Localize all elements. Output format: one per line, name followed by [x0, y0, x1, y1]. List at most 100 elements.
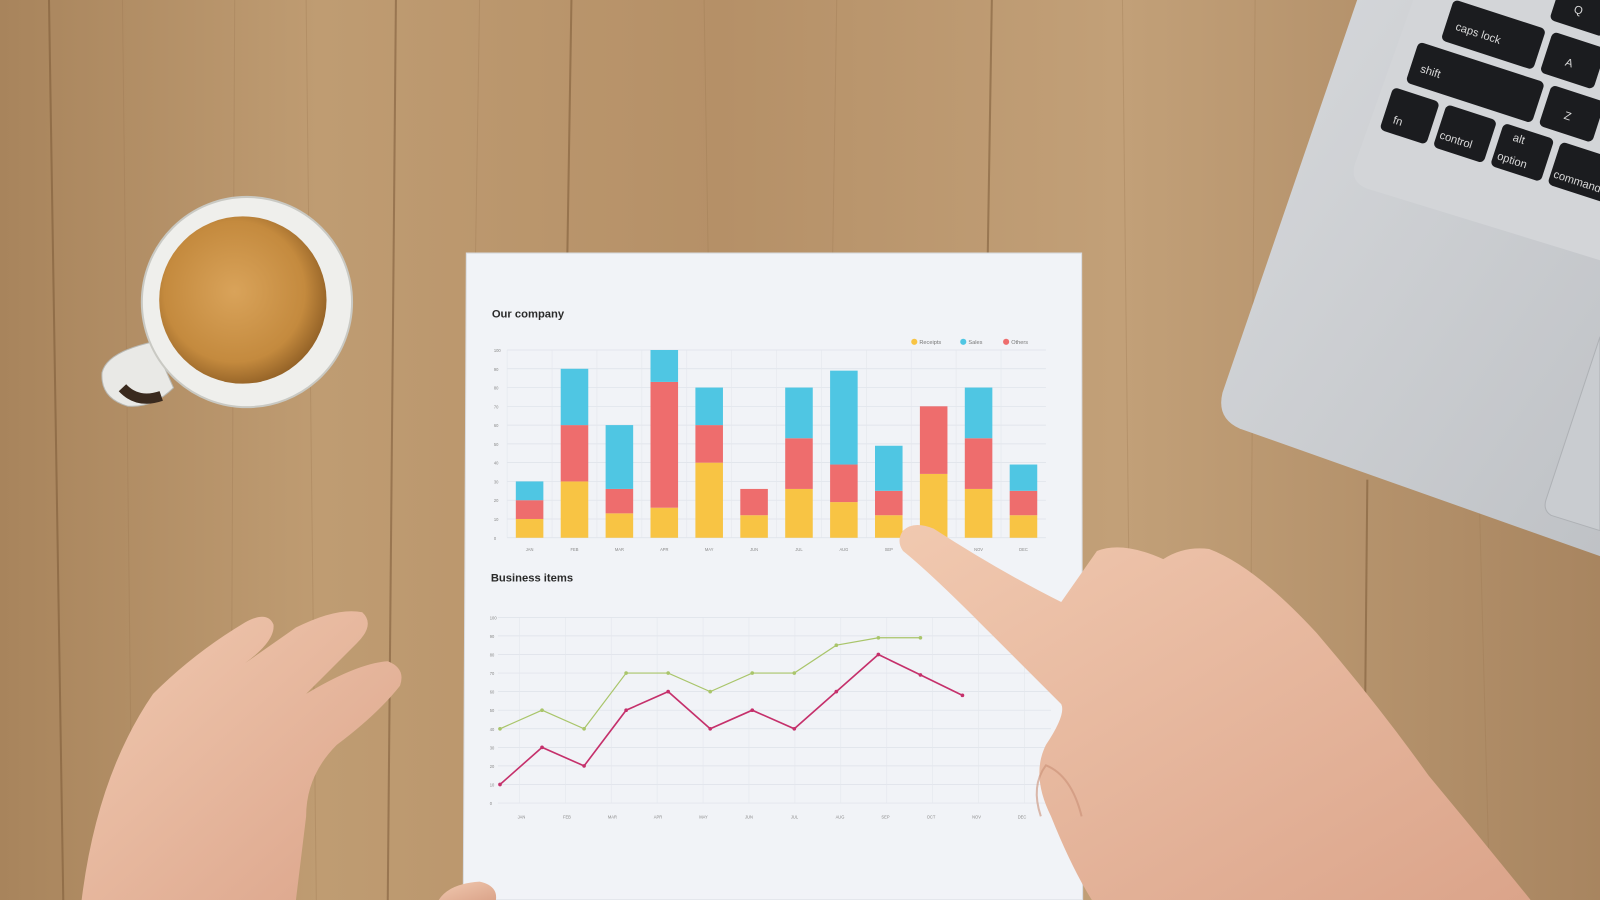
- line-y-tick-label: 20: [490, 764, 495, 769]
- key-caps-lock[interactable]: caps lock: [1441, 0, 1546, 70]
- bar-y-tick-label: 50: [494, 442, 499, 447]
- bar-y-tick-label: 10: [494, 517, 499, 522]
- line-y-tick-label: 80: [490, 653, 495, 658]
- line-point: [750, 671, 755, 675]
- bar-segment-receipts: [740, 515, 768, 538]
- bar-y-tick-label: 30: [494, 479, 499, 484]
- bar-segment-others: [785, 438, 813, 489]
- line-point: [666, 689, 670, 694]
- bar-y-tick-label: 60: [494, 423, 499, 428]
- bar-y-tick-label: 20: [494, 498, 499, 503]
- bar-segment-receipts: [785, 488, 813, 538]
- bar-segment-receipts: [560, 481, 589, 538]
- line-point: [834, 643, 839, 648]
- line-x-tick-label: JAN: [518, 814, 526, 819]
- line-y-tick-label: 70: [490, 671, 495, 676]
- bar-x-tick-label: MAR: [615, 547, 624, 552]
- legend-swatch: [960, 338, 967, 345]
- svg-text:alt: alt: [1511, 132, 1527, 147]
- bar-x-tick-label: MAY: [705, 547, 714, 552]
- line-series-pink: [499, 653, 963, 786]
- bar-segment-sales: [695, 387, 723, 426]
- line-point: [540, 708, 544, 713]
- line-x-tick-label: MAY: [699, 814, 708, 819]
- bar-segment-sales: [515, 481, 544, 501]
- bar-segment-sales: [875, 445, 903, 491]
- svg-text:A: A: [1564, 57, 1575, 71]
- coffee-cup: [101, 195, 354, 409]
- line-point: [918, 673, 923, 677]
- bar-y-tick-label: 90: [494, 367, 499, 372]
- line-x-tick-label: FEB: [563, 814, 571, 819]
- line-point: [918, 635, 923, 640]
- line-y-tick-label: 40: [490, 727, 495, 732]
- line-point: [792, 726, 797, 731]
- bar-segment-sales: [1009, 464, 1038, 491]
- bar-x-tick-label: JUN: [750, 547, 758, 552]
- line-y-tick-label: 0: [490, 801, 493, 806]
- bar-segment-others: [650, 381, 679, 508]
- line-point: [750, 708, 755, 713]
- line-x-tick-label: AUG: [836, 814, 845, 819]
- bar-x-tick-label: SEP: [885, 547, 893, 552]
- line-x-tick-label: JUL: [791, 814, 799, 819]
- bar-segment-others: [919, 406, 948, 474]
- bar-segment-others: [964, 438, 993, 489]
- line-x-tick-label: OCT: [927, 814, 936, 819]
- bar-segment-others: [605, 488, 634, 514]
- left-hand: [81, 611, 497, 900]
- bar-x-tick-label: FEB: [571, 547, 579, 552]
- line-point: [498, 726, 502, 731]
- bar-y-tick-label: 70: [494, 404, 499, 409]
- legend-label: Sales: [968, 340, 982, 346]
- bar-x-tick-label: JUL: [795, 547, 803, 552]
- bar-segment-others: [695, 425, 723, 463]
- line-chart: Business items 0 10 20 30 40 50 60 70 80 90 100 JA…: [490, 573, 1052, 819]
- key-command[interactable]: command: [1547, 141, 1600, 203]
- bar-chart-title: Our company: [492, 308, 565, 320]
- line-point: [708, 726, 713, 731]
- bar-segment-sales: [830, 370, 858, 465]
- laptop: Q caps lock A shift Z fn control altopti…: [1221, 0, 1600, 557]
- bar-segment-sales: [560, 368, 589, 426]
- line-y-tick-label: 10: [490, 783, 495, 788]
- line-x-tick-label: DEC: [1018, 814, 1027, 819]
- line-x-tick-label: SEP: [881, 814, 889, 819]
- key-control[interactable]: control: [1433, 104, 1497, 163]
- bar-segment-receipts: [515, 518, 544, 538]
- line-x-tick-label: APR: [654, 814, 662, 819]
- key-q[interactable]: Q: [1549, 0, 1600, 37]
- line-y-tick-label: 60: [490, 690, 495, 695]
- line-point: [666, 671, 670, 675]
- right-hand: [899, 524, 1531, 900]
- line-point: [624, 671, 628, 675]
- line-point: [624, 708, 628, 713]
- legend-swatch: [911, 338, 918, 345]
- bar-segment-others: [515, 500, 544, 519]
- bar-x-tick-label: AUG: [839, 547, 848, 552]
- svg-text:fn: fn: [1391, 114, 1404, 128]
- bar-segment-receipts: [695, 462, 723, 538]
- line-point: [834, 689, 839, 694]
- bar-segment-receipts: [964, 488, 993, 538]
- line-point: [960, 693, 965, 698]
- line-y-tick-label: 30: [490, 745, 495, 750]
- key-fn[interactable]: fn: [1379, 87, 1439, 145]
- bar-x-tick-label: NOV: [974, 547, 983, 552]
- bar-segment-receipts: [605, 513, 634, 538]
- bar-y-tick-label: 100: [494, 348, 502, 353]
- key-shift[interactable]: shift: [1406, 42, 1545, 124]
- key-z[interactable]: Z: [1538, 85, 1600, 143]
- bar-segment-receipts: [875, 515, 903, 538]
- key-a[interactable]: A: [1540, 31, 1600, 89]
- line-point: [582, 764, 586, 768]
- bar-chart-legend: Receipts Sales Others: [911, 338, 1028, 346]
- bar-y-tick-label: 0: [494, 536, 497, 541]
- line-y-tick-label: 50: [490, 708, 495, 713]
- keyboard: Q caps lock A shift Z fn control altopti…: [1379, 0, 1600, 203]
- legend-swatch: [1003, 338, 1010, 345]
- legend-label: Receipts: [919, 340, 941, 346]
- line-x-tick-label: MAR: [608, 814, 617, 819]
